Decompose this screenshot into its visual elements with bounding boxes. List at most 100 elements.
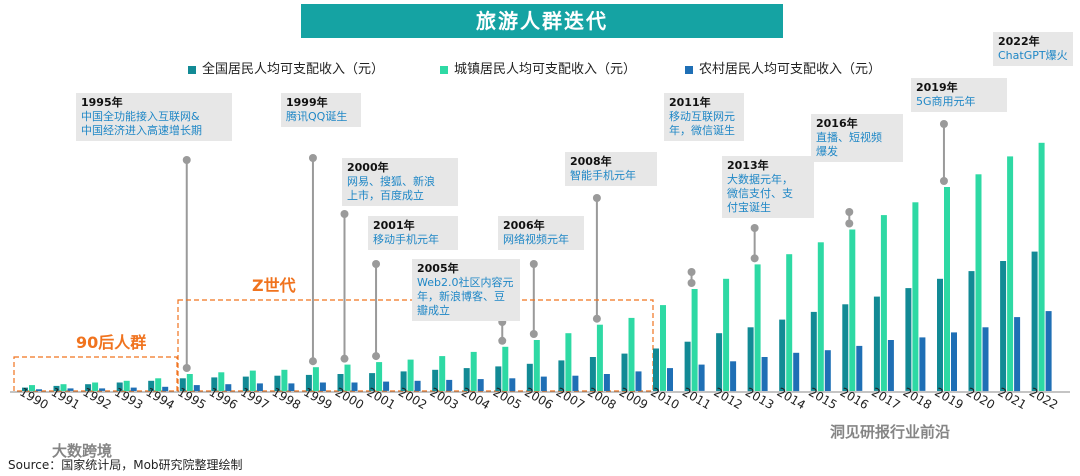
legend-swatch-urban: [440, 65, 448, 74]
bar-rural-1991: [67, 388, 74, 391]
bar-national-2016: [842, 304, 849, 391]
bar-rural-2009: [635, 371, 642, 391]
watermark-right: 洞见研报行业前沿: [830, 423, 951, 441]
bar-rural-1994: [162, 386, 169, 392]
bar-urban-2008: [596, 324, 603, 391]
annotation-text: 瓣成立: [417, 304, 450, 317]
bar-urban-2015: [817, 242, 824, 392]
bar-national-2022: [1031, 251, 1038, 391]
group-label-genz: Z世代: [252, 276, 296, 295]
bar-national-1998: [274, 375, 281, 391]
bar-urban-2016: [849, 229, 856, 391]
bar-rural-2013: [761, 357, 768, 391]
bar-urban-2020: [975, 174, 982, 392]
annotation-connectors: [182, 120, 948, 372]
bar-urban-2004: [470, 351, 477, 391]
connector-dot-2006-bottom: [529, 330, 538, 338]
bar-national-1995: [179, 378, 186, 392]
bar-national-2000: [337, 374, 344, 391]
bar-rural-1993: [130, 387, 137, 391]
bar-national-1991: [53, 385, 60, 391]
bar-urban-2018: [912, 202, 919, 391]
annotation-year: 2013年: [727, 159, 769, 172]
bar-national-1999: [305, 374, 312, 391]
bar-national-2010: [653, 348, 659, 391]
legend-label-urban: 城镇居民人均可支配收入（元）: [454, 62, 637, 77]
bar-national-2015: [810, 311, 817, 391]
bar-national-2007: [558, 360, 565, 391]
bar-national-2019: [937, 278, 943, 391]
bar-rural-2007: [572, 375, 579, 391]
connector-dot-1995-bottom: [182, 364, 191, 372]
annotation-year: 2022年: [998, 35, 1040, 48]
bar-urban-2000: [344, 364, 351, 391]
annotation-text: 网易、搜狐、新浪: [347, 175, 435, 188]
annotation-2019: 2019年 5G商用元年: [911, 78, 1007, 112]
bar-national-2001: [369, 373, 376, 391]
bar-national-2017: [873, 296, 880, 391]
annotation-year: 2000年: [347, 161, 389, 174]
bar-rural-1999: [319, 382, 326, 391]
bar-national-1994: [148, 380, 155, 391]
bar-urban-2012: [723, 278, 730, 391]
annotation-2001: 2001年 移动手机元年: [368, 216, 458, 250]
bar-national-2021: [1000, 261, 1007, 391]
bar-urban-2006: [533, 340, 540, 391]
bar-rural-2004: [477, 379, 484, 391]
connector-dot-2001-top: [372, 260, 381, 268]
bar-national-2005: [495, 366, 502, 391]
bar-national-2004: [463, 368, 470, 391]
bar-urban-2017: [880, 215, 887, 391]
bar-national-2002: [400, 371, 407, 391]
bar-urban-1995: [186, 374, 193, 391]
bar-rural-2001: [383, 381, 390, 391]
annotation-text: 移动手机元年: [373, 233, 439, 246]
bar-rural-2003: [446, 379, 453, 391]
bar-national-2013: [747, 327, 754, 392]
bar-rural-2002: [414, 380, 421, 391]
bar-national-2014: [779, 319, 786, 391]
legend-label-national: 全国居民人均可支配收入（元）: [202, 62, 385, 77]
bar-rural-2015: [824, 350, 831, 391]
bar-urban-1992: [92, 382, 99, 391]
annotation-2000: 2000年 网易、搜狐、新浪 上市，百度成立: [342, 158, 458, 206]
annotation-text: 微信支付、支: [727, 187, 793, 200]
bar-national-2003: [432, 369, 439, 392]
annotation-text: 年，微信诞生: [669, 124, 735, 137]
bar-national-2008: [589, 357, 596, 391]
annotation-text: Web2.0社区内容元: [417, 276, 514, 289]
connector-dot-2006-top: [529, 260, 538, 268]
connector-dot-2008-top: [592, 194, 601, 202]
connector-dot-2013-bottom: [750, 254, 759, 263]
annotation-year: 2019年: [916, 81, 958, 94]
connector-dot-2011-bottom: [687, 279, 696, 287]
bar-urban-2021: [1007, 156, 1014, 391]
bar-rural-2000: [351, 382, 358, 391]
bar-urban-2013: [754, 264, 761, 391]
annotation-text: 大数据元年，: [727, 173, 793, 186]
bar-urban-1991: [60, 384, 67, 391]
bar-national-2011: [684, 341, 691, 391]
annotation-2016: 2016年 直播、短视频 爆发: [811, 114, 903, 162]
annotation-text: 中国经济进入高速增长期: [81, 124, 202, 137]
bar-urban-1997: [249, 370, 256, 391]
bar-rural-1990: [36, 389, 42, 391]
source-note: Source：国家统计局，Mob研究院整理绘制: [8, 458, 243, 472]
annotation-text: 年，新浪博客、豆: [417, 290, 505, 303]
annotation-text: 中国全功能接入互联网&: [81, 110, 200, 123]
annotation-2008: 2008年 智能手机元年: [565, 152, 657, 186]
connector-dot-2000-bottom: [340, 354, 349, 363]
bar-rural-2012: [730, 361, 737, 392]
bar-national-2018: [905, 288, 912, 391]
bar-urban-2019: [944, 187, 950, 391]
bar-rural-2006: [540, 376, 547, 391]
bar-urban-1993: [123, 380, 130, 391]
annotation-year: 2005年: [417, 262, 459, 275]
bar-rural-1992: [99, 388, 106, 391]
bar-national-2009: [621, 353, 628, 391]
bar-urban-1996: [218, 372, 225, 391]
bar-national-1997: [242, 376, 249, 391]
legend-item-urban: 城镇居民人均可支配收入（元）: [440, 58, 636, 77]
connector-dot-1999-top: [308, 154, 317, 162]
bar-urban-2014: [786, 254, 793, 391]
